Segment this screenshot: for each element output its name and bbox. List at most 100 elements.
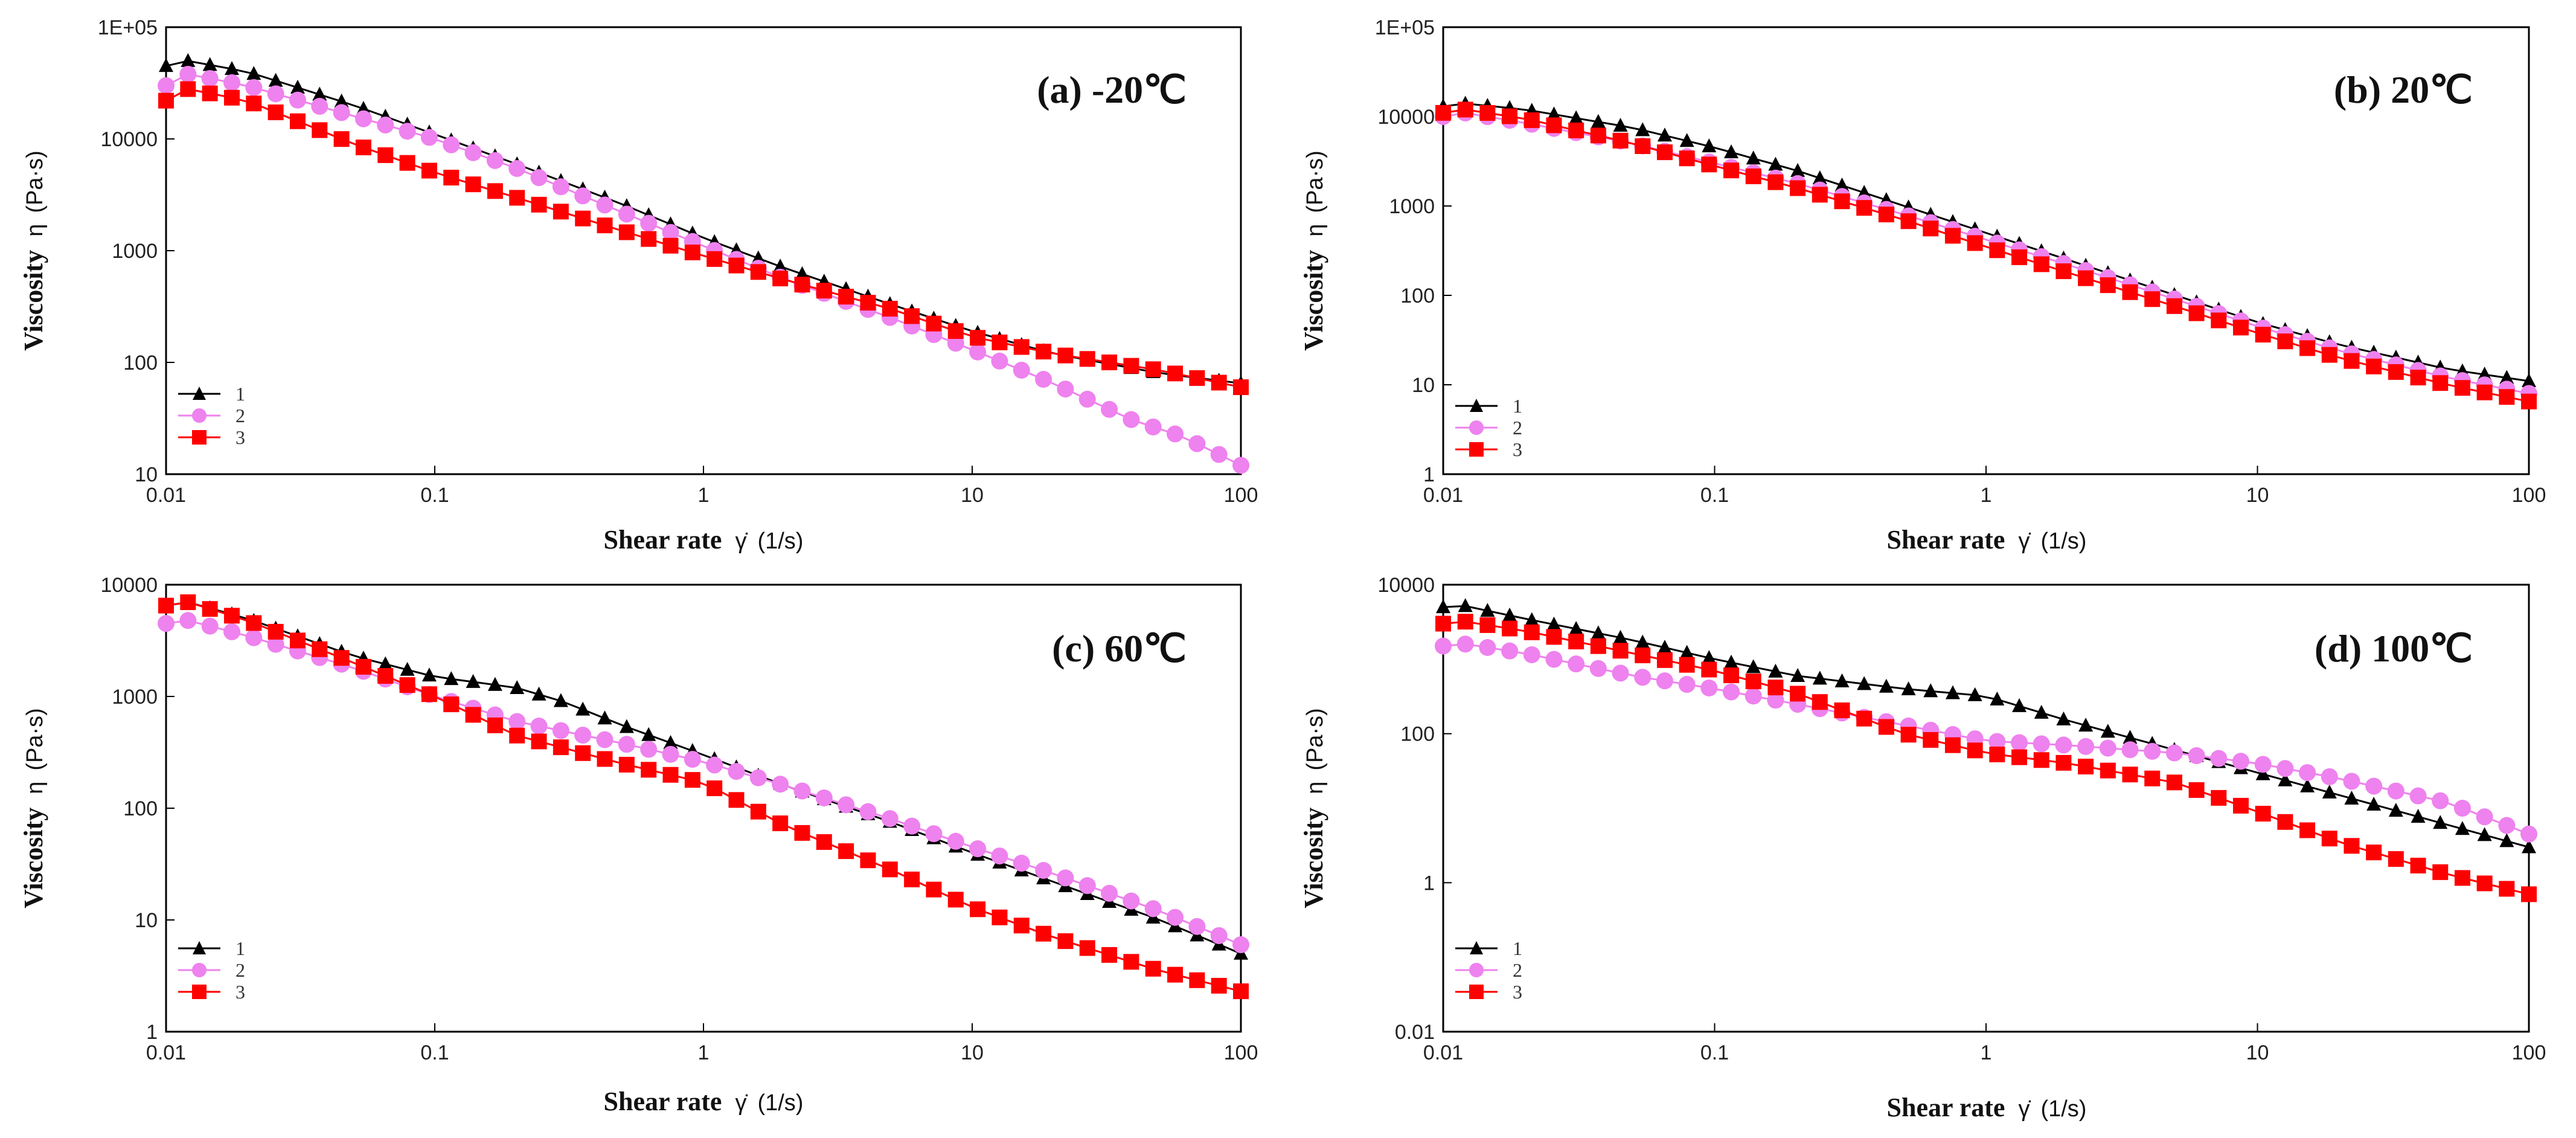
data-point-square <box>1967 742 1983 759</box>
data-point-square <box>1944 228 1961 244</box>
legend-marker-1 <box>193 941 206 954</box>
data-point-square <box>487 717 503 733</box>
data-point-square <box>2033 752 2049 768</box>
data-point-circle <box>859 803 877 820</box>
data-point-square <box>1101 354 1118 370</box>
data-point-circle <box>1745 687 1762 705</box>
y-axis-symbol: η <box>1302 224 1328 237</box>
x-axis-unit: (1/s) <box>2040 1096 2086 1122</box>
data-point-circle <box>881 810 899 828</box>
data-point-triangle <box>1436 599 1450 614</box>
data-point-triangle <box>2522 373 2536 387</box>
data-point-triangle <box>597 710 612 725</box>
data-point-square <box>2366 844 2382 861</box>
data-point-circle <box>508 159 526 177</box>
data-point-square <box>487 183 503 199</box>
y-tick-label: 1E+05 <box>1375 16 1435 39</box>
data-point-square <box>728 257 745 274</box>
data-point-square <box>2122 767 2138 783</box>
data-point-square <box>1790 686 1806 702</box>
data-point-circle <box>640 741 658 758</box>
x-axis-title: Shear rate γ̇ (1/s) <box>604 1087 804 1116</box>
data-point-triangle <box>2034 704 2049 719</box>
data-point-square <box>2410 857 2426 873</box>
data-point-square <box>312 122 328 138</box>
data-point-circle <box>640 214 658 232</box>
data-point-square <box>1834 193 1850 210</box>
data-point-triangle <box>2123 730 2138 744</box>
legend: 1 2 3 <box>1455 937 1522 1003</box>
series-layer <box>1435 95 2537 410</box>
data-point-circle <box>1501 642 1519 660</box>
data-point-square <box>2255 806 2271 822</box>
data-point-circle <box>1078 877 1096 895</box>
data-point-square <box>531 733 547 750</box>
data-point-circle <box>618 736 635 753</box>
data-point-square <box>728 792 745 808</box>
data-point-circle <box>903 817 921 835</box>
data-point-circle <box>947 335 964 352</box>
legend: 1 2 3 <box>178 937 245 1003</box>
data-point-circle <box>1456 635 1474 653</box>
y-tick-label: 1 <box>146 1021 158 1044</box>
legend-label-1: 1 <box>1513 937 1522 959</box>
panel-c: (c) 60℃ 0.01 0.1 1 10 100 1 10 100 1000 10000 1 … <box>19 574 1258 1116</box>
data-point-circle <box>1123 892 1140 910</box>
data-point-triangle <box>1768 156 1783 171</box>
data-point-square <box>1944 737 1961 753</box>
data-point-triangle <box>2255 766 2270 780</box>
data-point-circle <box>311 98 328 115</box>
data-point-square <box>1812 187 1828 203</box>
data-point-circle <box>2165 744 2183 762</box>
data-point-square <box>926 315 942 332</box>
data-point-circle <box>1678 676 1696 693</box>
data-point-square <box>641 231 657 247</box>
data-point-circle <box>2432 792 2449 809</box>
data-point-square <box>575 210 591 227</box>
data-point-circle <box>2210 750 2228 767</box>
data-point-triangle <box>421 667 437 682</box>
data-point-triangle <box>2388 803 2403 817</box>
data-point-circle <box>1767 692 1784 709</box>
data-point-square <box>1079 351 1095 367</box>
legend-marker-3 <box>1469 985 1484 999</box>
data-point-triangle <box>1657 640 1672 654</box>
data-point-square <box>1834 702 1850 718</box>
data-point-circle <box>1656 672 1673 690</box>
data-point-circle <box>991 847 1008 865</box>
x-axis-title: Shear rate γ̇ (1/s) <box>604 525 804 555</box>
x-axis-symbol: γ̇ <box>735 1090 748 1116</box>
data-point-square <box>1900 727 1917 743</box>
y-axis-unit: (Pa·s) <box>22 708 48 770</box>
y-tick-labels: 1 10 100 1000 10000 1E+05 <box>1375 16 1452 486</box>
data-point-square <box>2299 340 2316 356</box>
data-point-square <box>1502 108 1518 124</box>
data-point-square <box>992 909 1008 925</box>
x-tick-label: 1 <box>698 1041 710 1064</box>
data-point-square <box>509 727 525 744</box>
data-point-triangle <box>1945 685 1960 699</box>
data-point-square <box>1767 174 1784 190</box>
data-point-square <box>947 892 964 908</box>
data-point-triangle <box>1458 598 1473 612</box>
legend-marker-2 <box>1469 420 1484 435</box>
data-point-square <box>1189 370 1205 386</box>
data-point-circle <box>1479 638 1496 656</box>
data-point-triangle <box>1591 625 1606 640</box>
data-point-triangle <box>1746 659 1761 673</box>
data-point-square <box>421 686 437 702</box>
data-point-square <box>2321 831 2337 847</box>
data-point-circle <box>728 763 745 780</box>
data-point-triangle <box>1569 621 1584 635</box>
data-point-square <box>1656 652 1673 668</box>
x-axis-label: Shear rate <box>604 1087 722 1116</box>
y-tick-label: 100 <box>1400 723 1435 746</box>
data-point-circle <box>179 612 197 629</box>
data-point-square <box>1723 162 1740 179</box>
data-point-triangle <box>1591 114 1606 128</box>
series-3 <box>158 594 1249 1000</box>
y-axis-title: Viscosity η (Pa·s) <box>19 150 48 351</box>
legend-marker-1 <box>1470 399 1483 412</box>
data-point-triangle <box>1613 629 1628 644</box>
